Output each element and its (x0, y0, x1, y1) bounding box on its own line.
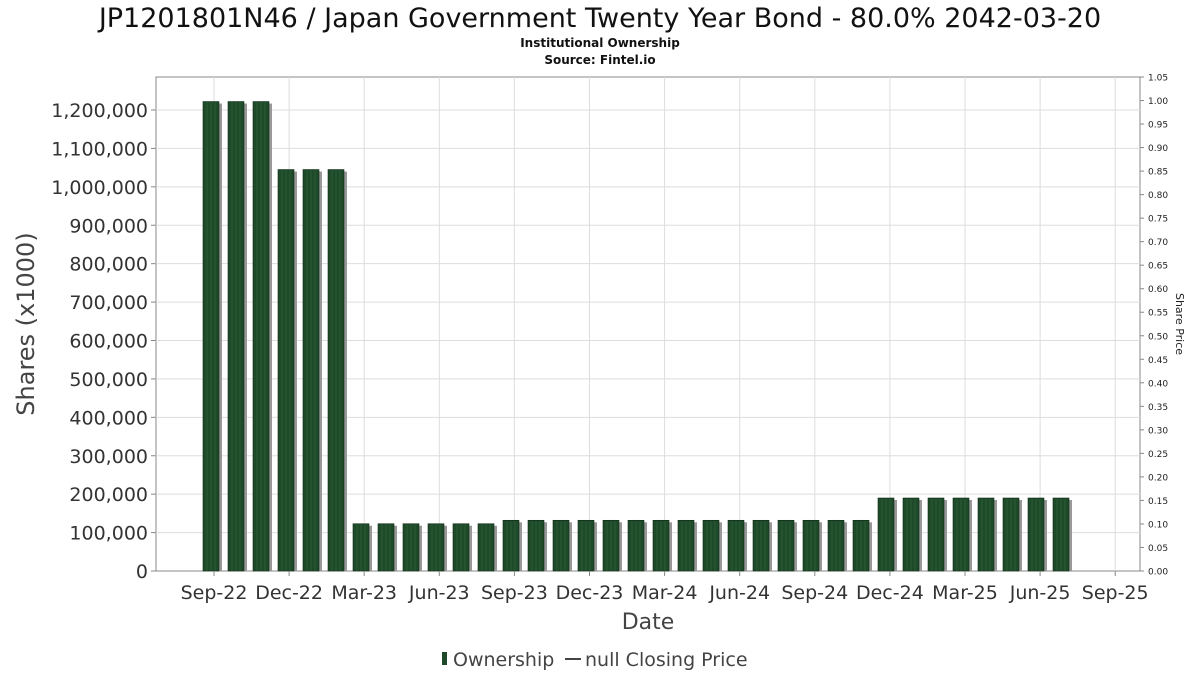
y2-tick-label: 0.25 (1148, 450, 1168, 460)
chart-title: JP1201801N46 / Japan Government Twenty Y… (97, 3, 1101, 34)
x-axis-label: Date (622, 610, 675, 635)
y2-tick-label: 1.00 (1148, 97, 1168, 107)
x-tick-label: Dec-22 (255, 582, 323, 604)
x-tick-label: Jun-23 (408, 582, 470, 604)
y2-tick-label: 0.50 (1148, 332, 1168, 342)
y-tick-label: 800,000 (69, 254, 148, 276)
x-tick-label: Mar-25 (932, 582, 998, 604)
y-tick-label: 1,200,000 (51, 100, 148, 122)
ownership-bars (202, 101, 1072, 572)
x-axis: Sep-22 Dec-22 Mar-23 Jun-23 Sep-23 Dec-23 Mar-… (181, 571, 1149, 604)
y2-tick-label: 0.75 (1148, 215, 1168, 225)
y-axis: 0 100,000 200,000 300,000 400,000 500,000 600,… (51, 100, 156, 583)
y2-tick-label: 0.70 (1148, 238, 1168, 248)
y2-tick-label: 0.65 (1148, 262, 1168, 272)
y2-tick-label: 0.05 (1148, 544, 1168, 554)
x-tick-label: Sep-25 (1082, 582, 1149, 604)
legend: Ownership null Closing Price (442, 649, 748, 671)
chart-subtitle: Institutional Ownership (520, 36, 680, 50)
y-tick-label: 600,000 (69, 331, 148, 353)
x-tick-label: Dec-23 (556, 582, 624, 604)
y2-tick-label: 0.60 (1148, 285, 1168, 295)
legend-ownership-marker (442, 652, 447, 665)
y2-tick-label: 0.10 (1148, 520, 1168, 530)
y2-tick-label: 0.80 (1148, 191, 1168, 201)
x-tick-label: Dec-24 (856, 582, 924, 604)
legend-ownership-label: Ownership (453, 649, 554, 671)
y-tick-label: 100,000 (69, 523, 148, 545)
chart-source: Source: Fintel.io (544, 53, 655, 67)
y2-axis-label: Share Price (1173, 293, 1186, 355)
y2-tick-label: 0.35 (1148, 403, 1168, 413)
y-axis-label: Shares (x1000) (12, 232, 40, 415)
y2-tick-label: 0.00 (1148, 568, 1168, 578)
x-tick-label: Sep-23 (481, 582, 548, 604)
y2-tick-label: 0.40 (1148, 379, 1168, 389)
x-tick-label: Mar-24 (632, 582, 698, 604)
y2-tick-label: 0.95 (1148, 121, 1168, 131)
y-tick-label: 0 (136, 561, 148, 583)
x-tick-label: Mar-23 (331, 582, 397, 604)
y2-tick-label: 0.45 (1148, 356, 1168, 366)
x-tick-label: Jun-25 (1009, 582, 1071, 604)
y2-tick-label: 0.90 (1148, 144, 1168, 154)
legend-closing-price-label: null Closing Price (585, 649, 748, 671)
y2-tick-label: 1.05 (1148, 74, 1168, 84)
x-tick-label: Jun-24 (708, 582, 770, 604)
x-tick-label: Sep-24 (781, 582, 848, 604)
y2-tick-label: 0.20 (1148, 473, 1168, 483)
y-tick-label: 200,000 (69, 484, 148, 506)
y2-tick-label: 0.85 (1148, 168, 1168, 178)
y2-tick-label: 0.15 (1148, 497, 1168, 507)
y2-tick-label: 0.55 (1148, 309, 1168, 319)
x-tick-label: Sep-22 (181, 582, 248, 604)
y2-tick-label: 0.30 (1148, 426, 1168, 436)
y-tick-label: 1,000,000 (51, 177, 148, 199)
y-tick-label: 500,000 (69, 369, 148, 391)
y-tick-label: 700,000 (69, 292, 148, 314)
y2-axis: 0.00 0.05 0.10 0.15 0.20 0.25 0.30 0.35 0.40 0.45… (1140, 74, 1168, 578)
y-tick-label: 400,000 (69, 407, 148, 429)
y-tick-label: 300,000 (69, 446, 148, 468)
y-tick-label: 900,000 (69, 215, 148, 237)
y-tick-label: 1,100,000 (51, 138, 148, 160)
